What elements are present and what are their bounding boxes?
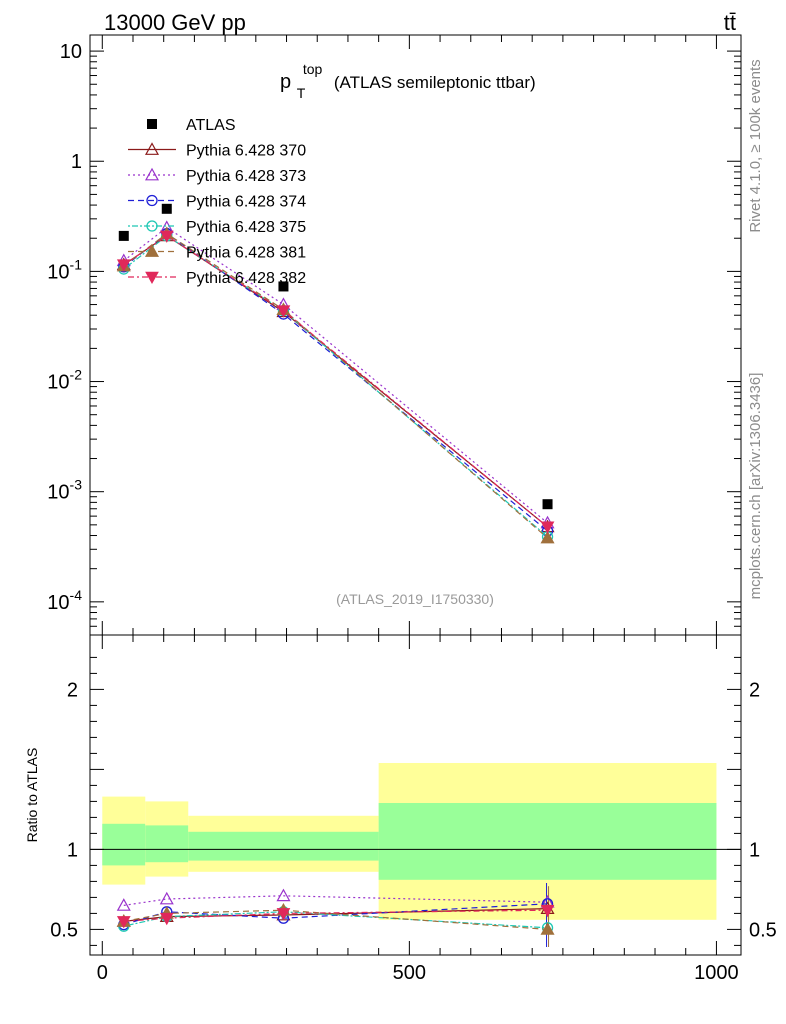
ratio-ytick-label-left: 0.5 xyxy=(50,919,78,941)
series-point-4 xyxy=(540,530,555,544)
top-ytick-label: 10-4 xyxy=(47,587,82,614)
series-line-4 xyxy=(123,232,548,539)
series-point-5 xyxy=(276,305,291,318)
plot-title-main: p xyxy=(280,71,291,93)
series-point-5 xyxy=(159,230,174,243)
header-left: 13000 GeV pp xyxy=(104,10,246,35)
plot-title-rest: (ATLAS semileptonic ttbar) xyxy=(334,73,536,92)
legend-marker-data xyxy=(147,119,157,129)
ratio-ytick-label-left: 1 xyxy=(67,839,78,861)
green-band-3 xyxy=(378,803,717,880)
top-ytick-label: 1 xyxy=(71,151,82,173)
plot-title-sub: T xyxy=(297,85,306,101)
green-band-0 xyxy=(102,823,146,866)
data-point xyxy=(278,281,289,292)
ratio-point-5 xyxy=(276,908,291,921)
ratio-line-4 xyxy=(123,909,548,930)
top-ytick-label: 10-3 xyxy=(47,477,82,504)
ratio-line-2 xyxy=(123,903,548,926)
legend-label-data: ATLAS xyxy=(186,117,236,134)
ratio-ytick-label-right: 0.5 xyxy=(749,919,777,941)
plot-title: p T top (ATLAS semileptonic ttbar) xyxy=(280,57,536,103)
ratio-point-4 xyxy=(540,922,555,935)
series-line-1 xyxy=(123,226,548,524)
top-ytick-label: 10 xyxy=(60,41,82,63)
ratio-point-5 xyxy=(116,916,131,929)
legend-marker-0 xyxy=(144,142,160,155)
legend: ATLAS Pythia 6.428 370 Pythia 6.428 373 Pyt… xyxy=(128,117,306,287)
legend-marker-1 xyxy=(144,167,160,181)
legend-label-3: Pythia 6.428 375 xyxy=(186,219,306,236)
series-line-5 xyxy=(123,235,548,528)
ratio-point-5 xyxy=(540,904,555,918)
xtick-label: 0 xyxy=(97,962,108,984)
ratio-ylabel: Ratio to ATLAS xyxy=(24,748,40,843)
legend-label-2: Pythia 6.428 374 xyxy=(186,194,306,211)
green-band-1 xyxy=(145,825,189,863)
ratio-ytick-label-left: 2 xyxy=(67,679,78,701)
data-point xyxy=(542,499,553,510)
ratio-line-1 xyxy=(123,895,548,906)
header-right: tt̄ xyxy=(724,10,736,35)
side-label-bottom: mcplots.cern.ch [arXiv:1306.3436] xyxy=(747,373,764,600)
data-point xyxy=(161,203,172,214)
legend-label-0: Pythia 6.428 370 xyxy=(186,143,306,160)
series-point-5 xyxy=(540,521,555,534)
ratio-panel: 0 500 1000 0.5 0.5 1 1 2 2 xyxy=(50,634,777,984)
green-band-2 xyxy=(188,831,379,861)
ratio-point-1 xyxy=(159,891,174,905)
ratio-ytick-label-right: 2 xyxy=(749,679,760,701)
top-series xyxy=(116,203,555,544)
ratio-frame xyxy=(89,634,742,956)
legend-marker-2 xyxy=(146,194,158,207)
xtick-label: 1000 xyxy=(694,962,739,984)
legend-label-4: Pythia 6.428 381 xyxy=(186,245,306,262)
top-ytick-label: 10-1 xyxy=(47,256,82,283)
series-line-3 xyxy=(123,235,548,538)
legend-marker-4 xyxy=(144,244,160,257)
top-ytick-label: 10-2 xyxy=(47,367,82,394)
plot-title-sup: top xyxy=(303,61,323,77)
legend-marker-5 xyxy=(145,271,159,285)
data-point xyxy=(118,230,129,241)
ratio-point-5 xyxy=(159,912,174,926)
xtick-label: 500 xyxy=(393,962,426,984)
series-point-5 xyxy=(116,259,131,272)
ref-label: (ATLAS_2019_I1750330) xyxy=(336,591,494,607)
ratio-series xyxy=(116,883,555,947)
ratio-point-1 xyxy=(116,898,131,911)
side-label-top: Rivet 4.1.0, ≥ 100k events xyxy=(747,59,764,232)
ratio-line-5 xyxy=(123,909,548,922)
legend-label-1: Pythia 6.428 373 xyxy=(186,168,306,185)
ratio-bands xyxy=(90,763,741,920)
ratio-point-1 xyxy=(276,888,291,902)
legend-label-5: Pythia 6.428 382 xyxy=(186,270,306,287)
legend-marker-3 xyxy=(146,220,158,232)
ratio-ytick-label-right: 1 xyxy=(749,839,760,861)
